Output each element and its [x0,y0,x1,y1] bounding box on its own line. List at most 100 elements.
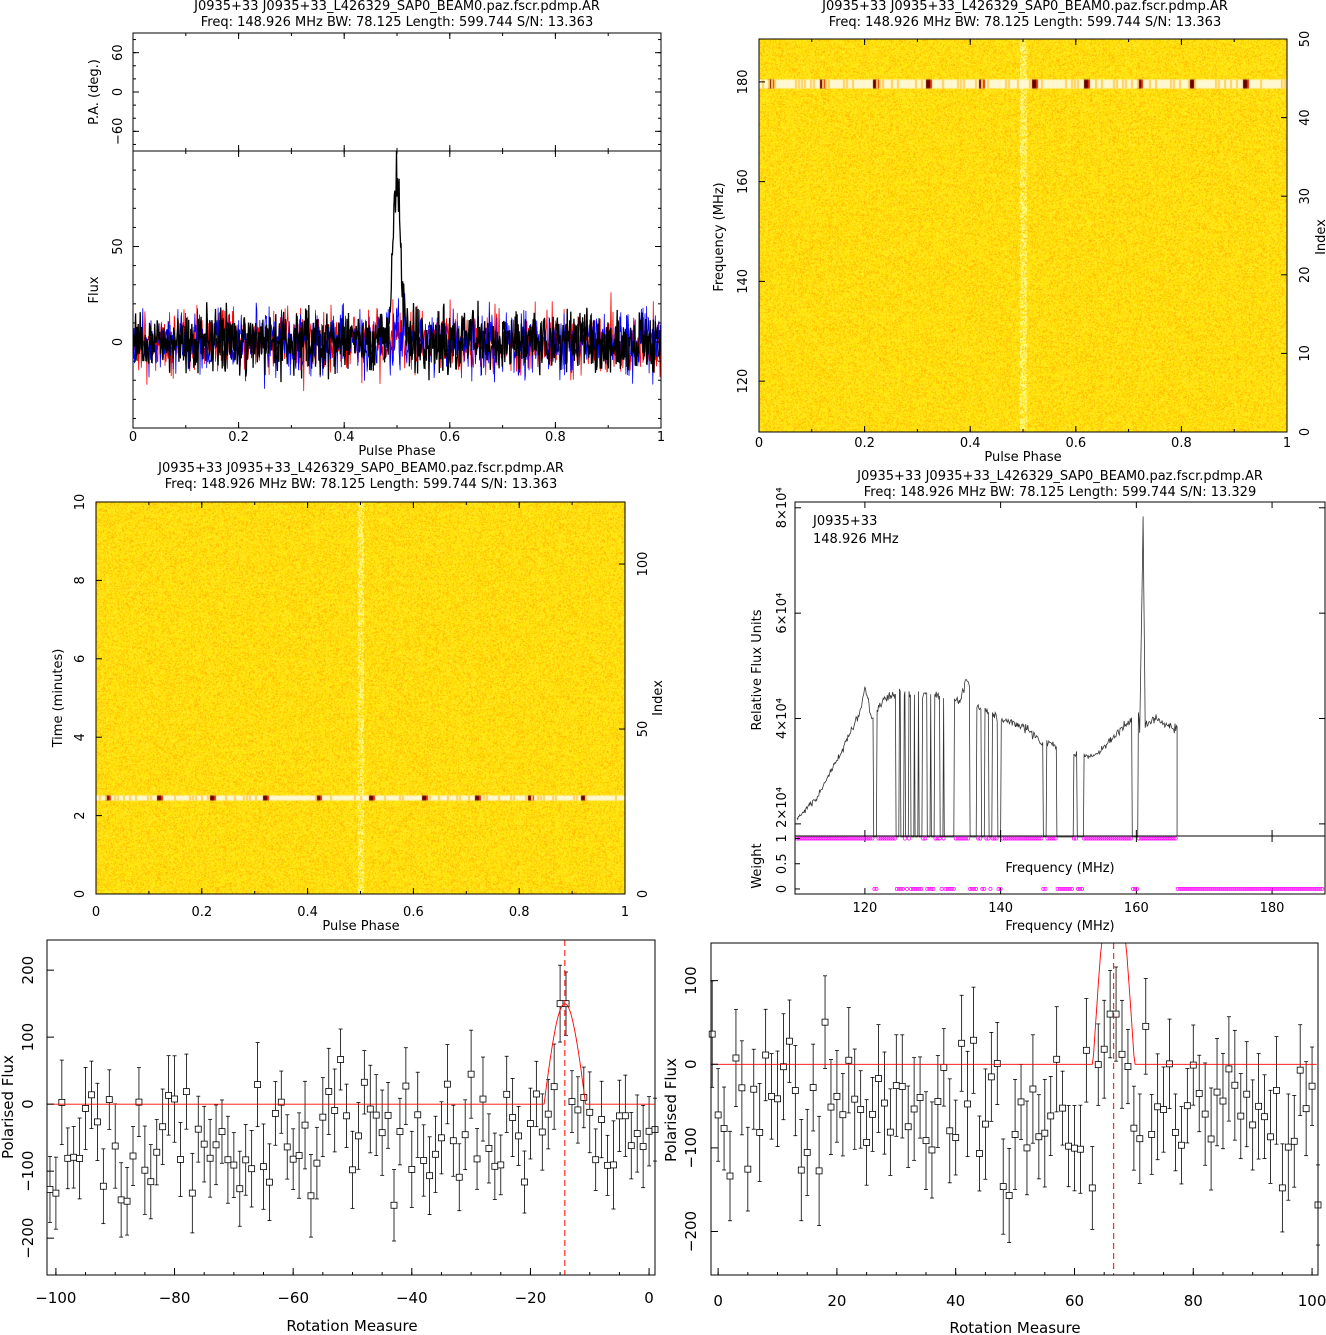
weight-point [845,836,850,841]
plot-subtitle: Freq: 148.926 MHz BW: 78.125 Length: 599… [165,477,557,492]
weight-point [1120,836,1125,841]
weight-point [974,887,979,891]
x-tick-label: −40 [396,1289,428,1307]
data-point [194,1125,202,1133]
data-point [1142,1022,1150,1030]
data-point [289,1155,297,1163]
data-point [58,1098,66,1106]
weight-point [1320,887,1325,891]
y-tick-label: 40 [1298,109,1313,126]
data-point [946,1127,954,1135]
data-point [803,1148,811,1156]
weight-point [1131,887,1135,891]
weight-point [1053,836,1058,841]
data-point [212,1141,220,1149]
data-point [402,1082,410,1090]
weight-point [1238,887,1243,891]
weight-point [959,836,964,841]
weight-point [817,836,822,841]
x-tick-label: 0.2 [854,436,875,451]
weight-axis-label: Weight [750,843,765,888]
weight-point [1025,836,1030,841]
data-point [1290,1137,1298,1145]
data-point [343,1112,350,1120]
data-point [271,1110,279,1117]
data-point [639,1143,647,1150]
data-point [414,1111,422,1119]
y-tick-label: 8×10⁴ [775,487,790,528]
x-tick-label: 120 [852,901,877,916]
data-point [319,1113,327,1121]
weight-point [1216,887,1221,891]
weight-point [1230,887,1235,891]
data-point [1207,1135,1215,1143]
rm-axes [46,939,656,1276]
weight-point [1273,887,1278,891]
weight-point [876,836,881,841]
x-tick-label: 0.2 [228,430,249,445]
weight-point [998,887,1003,891]
weight-point [1155,836,1160,841]
data-point [598,1116,606,1123]
data-point [515,1132,522,1140]
weight-point [1202,887,1207,891]
data-point [964,1100,971,1108]
freq-phase-axes [758,38,1288,433]
weight-point [951,887,956,891]
data-point [1106,1010,1114,1018]
annotation-frequency: 148.926 MHz [813,532,899,547]
weight-point [1263,887,1268,891]
data-point [266,1178,273,1186]
bandpass-line [796,516,1178,838]
weight-point [864,836,869,841]
weight-point [835,836,840,841]
x-tick-label: 0 [644,1289,654,1307]
data-point [153,1148,161,1156]
data-point [1273,1087,1280,1094]
weight-point [1135,887,1139,891]
weight-point [1065,887,1070,891]
weight-point [1100,836,1105,841]
data-point [857,1106,865,1113]
weight-point [1171,836,1176,841]
data-point [922,1137,930,1145]
data-point [182,1088,190,1096]
data-point [827,1103,835,1111]
weight-point [860,836,865,841]
data-point [1284,1143,1292,1151]
weight-point [1210,887,1215,891]
weight-point [935,836,940,841]
weight-point [1059,887,1064,891]
data-point [129,1152,137,1160]
x-tick-label: 0.6 [439,430,460,445]
weight-point [1161,836,1166,841]
weight-point [1090,836,1095,841]
data-point [815,1167,823,1175]
weight-point [953,836,958,841]
data-point [147,1178,155,1186]
weight-point [988,887,993,891]
data-point [503,1090,511,1098]
weight-point [1220,887,1225,891]
weight-point [858,836,863,841]
data-point [408,1166,416,1173]
weight-point [1242,887,1247,891]
data-point [1177,1141,1185,1149]
weight-point [896,887,901,891]
weight-point [905,887,909,891]
weight-point [827,836,832,841]
x-tick-label: 140 [988,901,1013,916]
weight-point [986,836,991,841]
data-point [1267,1133,1274,1141]
weight-point [1291,887,1296,891]
weight-point [939,887,944,891]
data-point [1213,1088,1221,1096]
data-point [904,1123,912,1131]
x-tick-label: −80 [159,1289,191,1307]
data-point [521,1178,528,1186]
weight-point [927,887,932,891]
weight-point [1173,836,1178,841]
x-tick-label: 0.4 [960,436,981,451]
weight-point [1261,887,1266,891]
data-point [993,1060,1001,1067]
